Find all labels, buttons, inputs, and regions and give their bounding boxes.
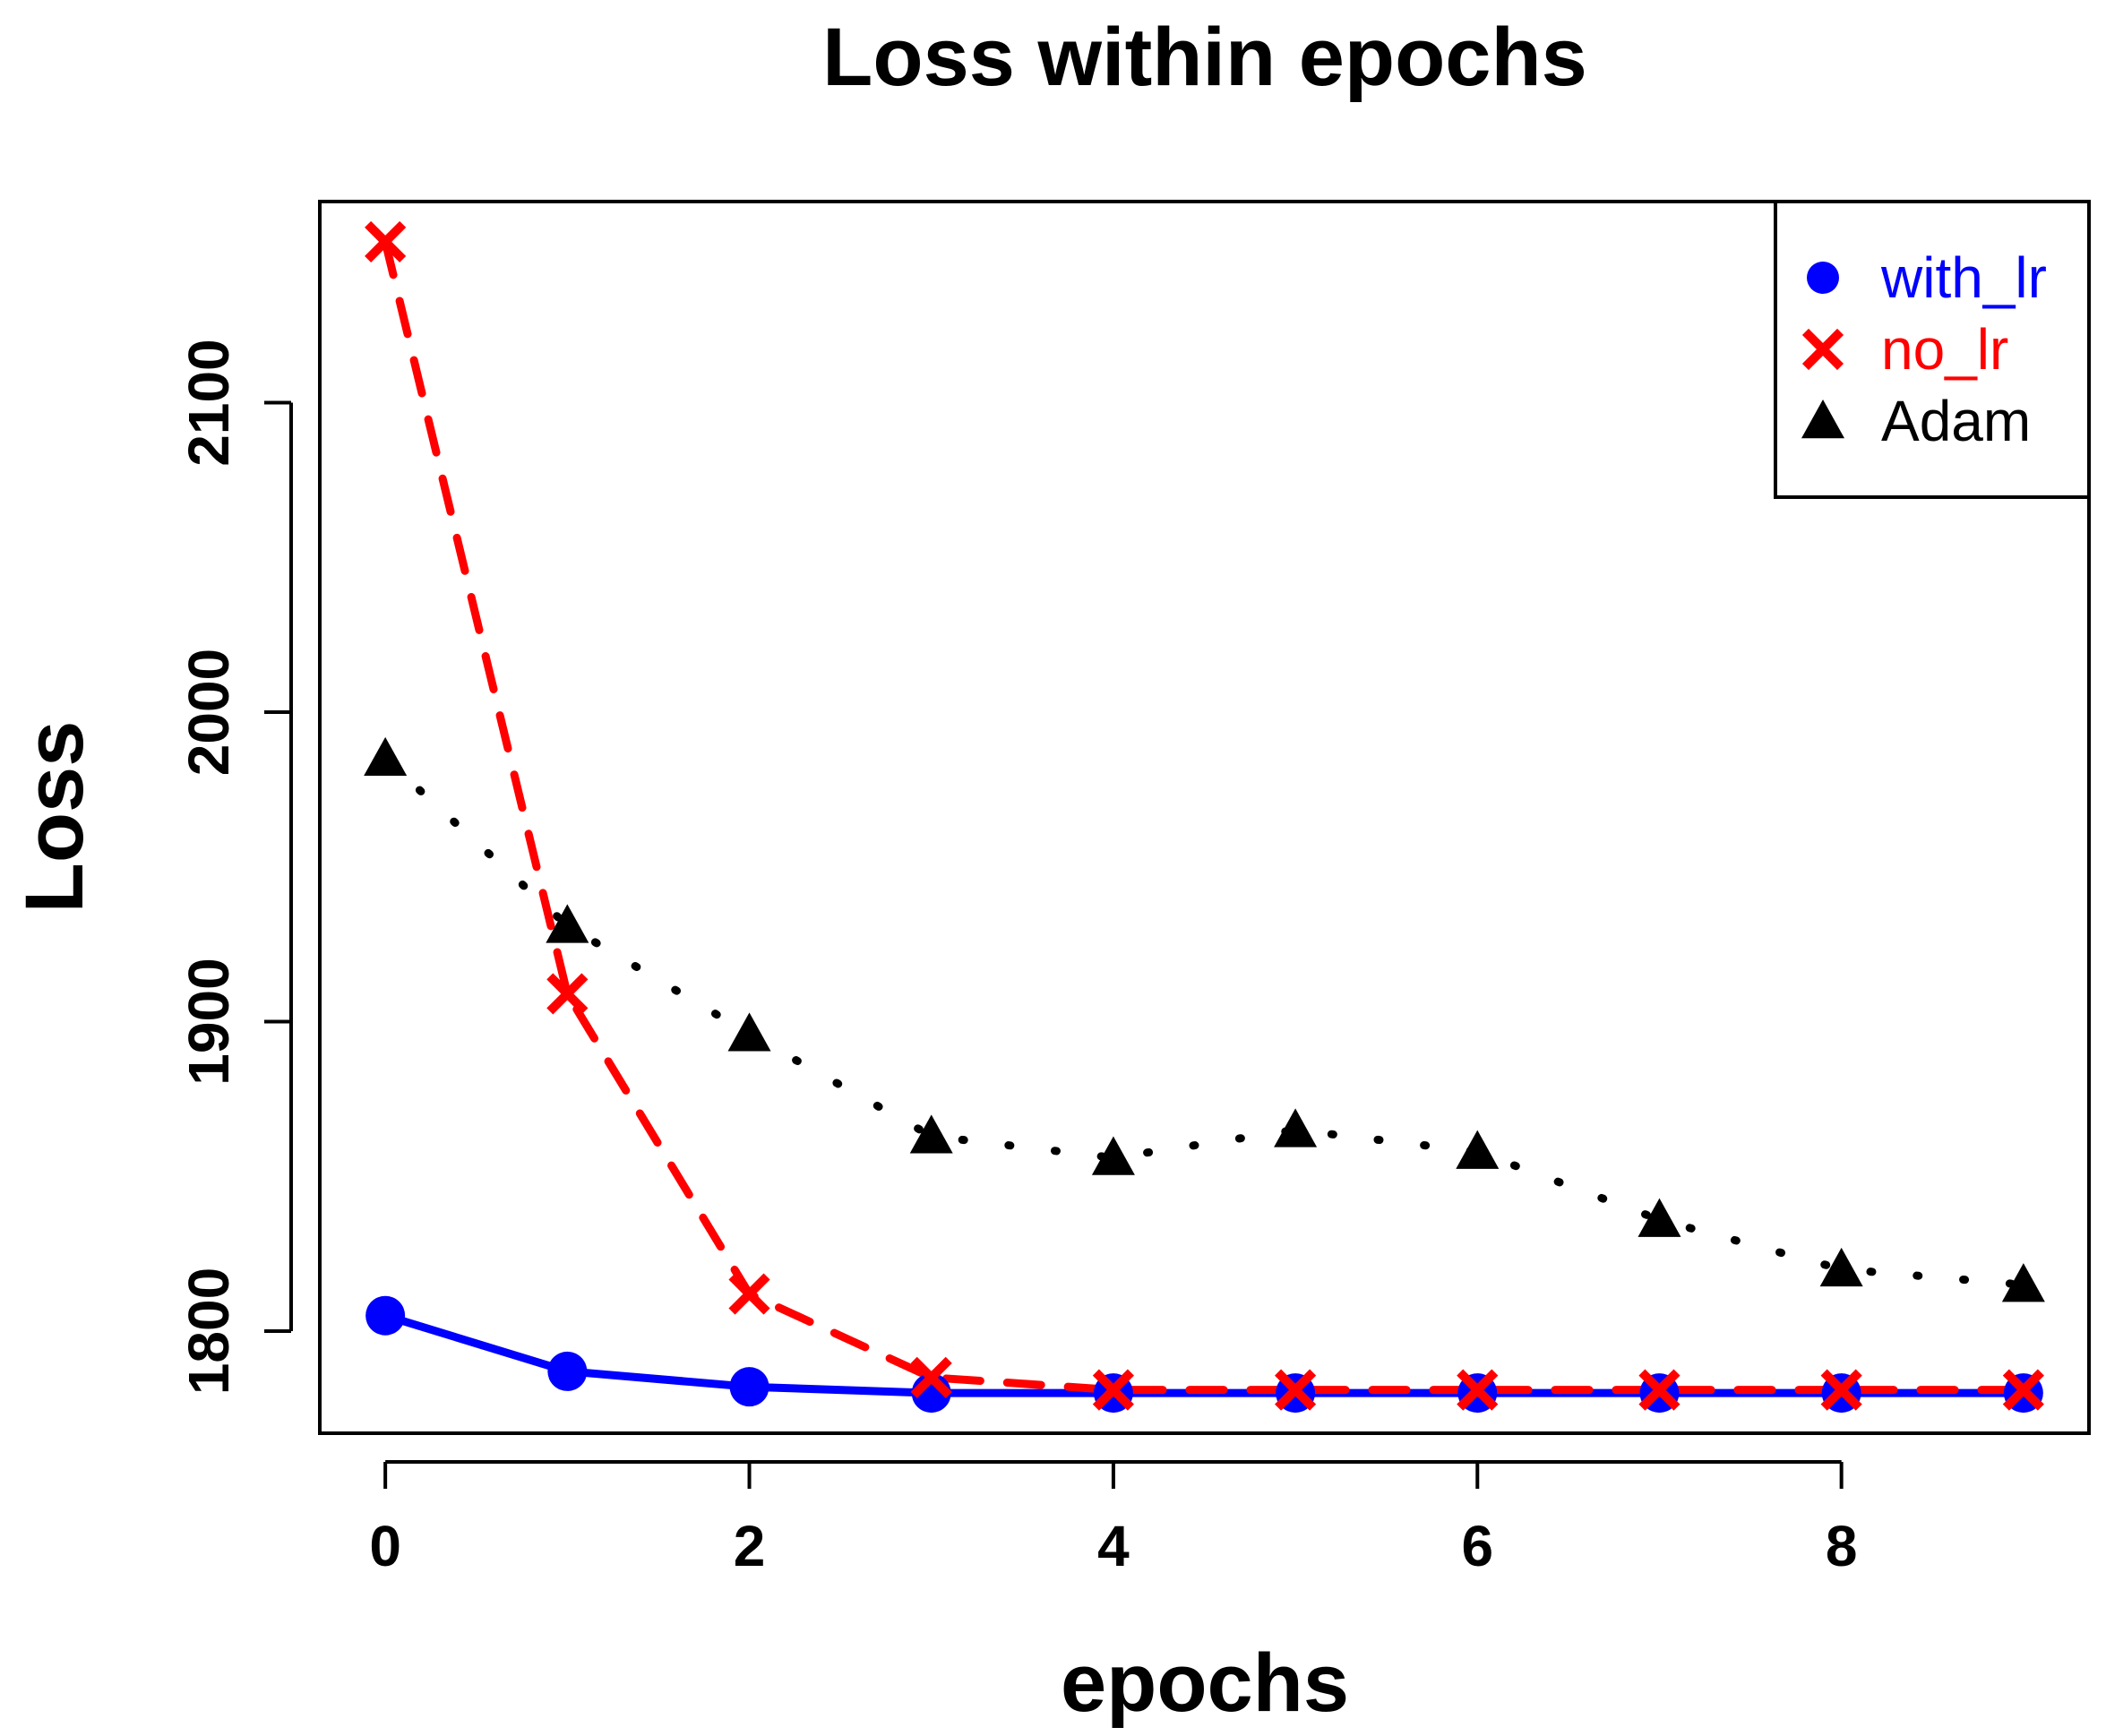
plot-frame [318, 200, 2091, 1435]
x-axis: 0 2 4 6 8 [369, 1460, 1858, 1578]
x-axis-label: epochs [1061, 1637, 1349, 1729]
y-axis: 1800 1900 2000 2100 [176, 339, 293, 1395]
legend: with_lr no_lr Adam [1774, 200, 2091, 499]
y-tick-label: 1800 [176, 1268, 241, 1395]
x-tick-label: 4 [1097, 1514, 1130, 1578]
x-tick-label: 6 [1461, 1514, 1493, 1578]
series-line-no-lr [381, 237, 2028, 1395]
point-no-lr [1275, 1369, 1317, 1411]
legend-marker-with-lr [1807, 262, 1839, 294]
point-no-lr [1457, 1369, 1499, 1411]
point-with-lr [547, 1351, 588, 1391]
legend-label-adam: Adam [1881, 389, 2031, 453]
point-adam [2001, 1263, 2045, 1302]
y-tick-label: 1900 [176, 958, 241, 1085]
x-tick-label: 0 [369, 1514, 401, 1578]
point-no-lr [2002, 1369, 2044, 1411]
point-no-lr [546, 973, 589, 1015]
legend-entry-with-lr: with_lr [1807, 245, 2047, 310]
point-adam [1456, 1130, 1500, 1169]
point-no-lr [910, 1356, 952, 1398]
x-tick-label: 2 [734, 1514, 766, 1578]
legend-label-with-lr: with_lr [1880, 245, 2047, 310]
point-adam [727, 1012, 771, 1052]
legend-entry-no-lr: no_lr [1801, 317, 2008, 382]
point-no-lr [1820, 1369, 1862, 1411]
point-adam [546, 904, 589, 943]
point-no-lr [1638, 1369, 1681, 1411]
legend-label-no-lr: no_lr [1881, 317, 2008, 382]
chart-title: Loss within epochs [822, 12, 1587, 103]
legend-marker-no-lr [1801, 328, 1844, 371]
point-adam [909, 1114, 953, 1154]
series-line-with-lr [381, 1311, 2028, 1397]
series-line-adam [381, 754, 2028, 1289]
point-adam [1819, 1247, 1863, 1287]
legend-entry-adam: Adam [1801, 389, 2031, 453]
point-no-lr [1092, 1369, 1134, 1411]
series-lines [381, 237, 2028, 1397]
point-adam [364, 736, 408, 777]
series-markers [364, 220, 2045, 1414]
point-adam [1274, 1108, 1318, 1147]
y-tick-label: 2100 [176, 339, 241, 466]
point-with-lr [365, 1295, 406, 1336]
point-no-lr [728, 1273, 770, 1315]
point-adam [1091, 1136, 1135, 1175]
point-adam [1638, 1198, 1681, 1237]
point-with-lr [729, 1367, 769, 1407]
y-tick-label: 2000 [176, 649, 241, 776]
x-tick-label: 8 [1826, 1514, 1858, 1578]
legend-marker-adam [1801, 400, 1844, 439]
y-axis-label: Loss [9, 721, 100, 914]
point-no-lr [365, 220, 407, 262]
